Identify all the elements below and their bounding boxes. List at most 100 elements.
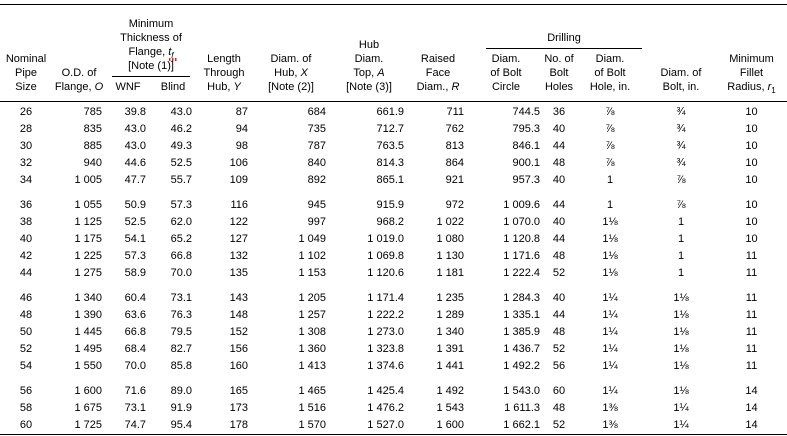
cell: 814.3 bbox=[376, 157, 404, 169]
table-header: Nominal Pipe Size O.D. of Flange, O Minimum… bbox=[0, 5, 787, 102]
cell: 684 bbox=[307, 106, 326, 118]
table-row: 44 1 275 58.9 70.0 135 1 153 1 120.6 1 181 1 222… bbox=[0, 265, 787, 282]
cell: 73.1 bbox=[124, 402, 146, 414]
cell: 1 391 bbox=[436, 343, 464, 355]
cell: 1¼ bbox=[602, 292, 618, 304]
header-row: Nominal Pipe Size O.D. of Flange, O Minimum… bbox=[0, 5, 787, 102]
cell: 70.0 bbox=[170, 267, 192, 279]
cell: 52.5 bbox=[124, 216, 146, 228]
cell: 900.1 bbox=[512, 157, 540, 169]
cell: 1⅛ bbox=[602, 250, 618, 262]
cell: 1⅛ bbox=[673, 292, 689, 304]
cell: 1 611.3 bbox=[504, 402, 540, 414]
cell: ⅞ bbox=[605, 123, 615, 135]
table-row: 36 1 055 50.9 57.3 116 945 915.9 972 1 009.6 44 1 ⅞… bbox=[0, 197, 787, 214]
cell: 66.8 bbox=[170, 250, 192, 262]
cell: 1 492 bbox=[436, 385, 464, 397]
cell: 48 bbox=[552, 250, 566, 262]
cell: 1¼ bbox=[673, 419, 689, 431]
cell: 43.0 bbox=[170, 106, 192, 118]
cell: 1⅜ bbox=[602, 402, 618, 414]
cell: 173 bbox=[229, 402, 248, 414]
table-row: 26 785 39.8 43.0 87 684 661.9 711 744.5 36 ⅞ ¾ 10 bbox=[0, 102, 787, 121]
cell: 50 bbox=[19, 326, 33, 338]
cell: 127 bbox=[229, 233, 248, 245]
cell: 1⅛ bbox=[602, 233, 618, 245]
cell: 44 bbox=[552, 140, 566, 152]
cell: 85.8 bbox=[170, 360, 192, 372]
cell: 52 bbox=[552, 343, 566, 355]
cell: 1 516 bbox=[298, 402, 326, 414]
cell: 48 bbox=[552, 326, 566, 338]
table-row: 30 885 43.0 49.3 98 787 763.5 813 846.1 44 ⅞ ¾ 10 bbox=[0, 138, 787, 155]
table-row: 60 1 725 74.7 95.4 178 1 570 1 527.0 1 600 1 662… bbox=[0, 417, 787, 434]
cell: 11 bbox=[745, 343, 758, 355]
cell: 1 323.8 bbox=[367, 343, 404, 355]
cell: 36 bbox=[552, 106, 566, 118]
table-row: 38 1 125 52.5 62.0 122 997 968.2 1 022 1 070.0 40… bbox=[0, 214, 787, 231]
cell: 56 bbox=[19, 385, 33, 397]
cell: 1⅜ bbox=[602, 419, 618, 431]
col-group-drilling: Drilling Diam. of Bolt Circle No. of Bolt Ho… bbox=[468, 5, 647, 102]
cell: 865.1 bbox=[376, 174, 404, 186]
cell: 14 bbox=[745, 385, 758, 397]
cell: 94 bbox=[235, 123, 248, 135]
cell: 744.5 bbox=[512, 106, 540, 118]
cell: 44 bbox=[19, 267, 33, 279]
cell: 57.3 bbox=[170, 199, 192, 211]
cell: 1 175 bbox=[74, 233, 102, 245]
cell: 1 bbox=[677, 250, 685, 262]
cell: 106 bbox=[229, 157, 248, 169]
cell: 34 bbox=[19, 174, 33, 186]
cell: 68.4 bbox=[124, 343, 146, 355]
cell: 1 070.0 bbox=[503, 216, 540, 228]
cell: 58 bbox=[19, 402, 33, 414]
cell: 44 bbox=[552, 199, 566, 211]
cell: 46 bbox=[19, 292, 33, 304]
cell: 1 120.8 bbox=[503, 233, 540, 245]
cell: 1⅛ bbox=[673, 343, 689, 355]
cell: 11 bbox=[745, 250, 758, 262]
col-header-blind: Blind bbox=[160, 81, 186, 93]
cell: 40 bbox=[552, 123, 566, 135]
table-row: 48 1 390 63.6 76.3 148 1 257 1 222.2 1 289 1 335… bbox=[0, 307, 787, 324]
cell: 52 bbox=[552, 267, 566, 279]
cell: 62.0 bbox=[170, 216, 192, 228]
cell: 997 bbox=[307, 216, 326, 228]
drilling-subheaders: Diam. of Bolt Circle No. of Bolt Holes Diam.… bbox=[468, 49, 646, 94]
cell: 60 bbox=[552, 385, 566, 397]
cell: 1 069.8 bbox=[367, 250, 404, 262]
cell: 1 385.9 bbox=[503, 326, 540, 338]
cell: 47.7 bbox=[124, 174, 146, 186]
cell: 945 bbox=[307, 199, 326, 211]
cell: 10 bbox=[745, 199, 758, 211]
cell: 1 495 bbox=[74, 343, 102, 355]
cell: 48 bbox=[552, 402, 566, 414]
cell: 1 543 bbox=[436, 402, 464, 414]
cell: 44.6 bbox=[124, 157, 146, 169]
cell: 1 413 bbox=[298, 360, 326, 372]
cell: 48 bbox=[552, 157, 566, 169]
cell: 26 bbox=[19, 106, 33, 118]
cell: 116 bbox=[230, 199, 248, 211]
drilling-group-label: Drilling bbox=[486, 31, 643, 49]
cell: 1 600 bbox=[436, 419, 464, 431]
cell: 43.0 bbox=[124, 140, 146, 152]
cell: 1 222.2 bbox=[367, 309, 404, 321]
cell: 921 bbox=[445, 174, 464, 186]
col-header-nominal-pipe-size: Nominal Pipe Size bbox=[0, 5, 52, 102]
col-header-wnf: WNF bbox=[115, 81, 141, 93]
cell: 835 bbox=[83, 123, 102, 135]
cell: 1¼ bbox=[602, 360, 618, 372]
cell: 972 bbox=[445, 199, 464, 211]
cell: 1¼ bbox=[602, 326, 618, 338]
cell: 1 222.4 bbox=[503, 267, 540, 279]
cell: 785 bbox=[83, 106, 102, 118]
col-header-od-flange: O.D. of Flange, O bbox=[52, 5, 106, 102]
cell: ¾ bbox=[676, 140, 686, 152]
cell: 44 bbox=[552, 233, 566, 245]
table-row: 50 1 445 66.8 79.5 152 1 308 1 273.0 1 340 1 385… bbox=[0, 324, 787, 341]
cell: 160 bbox=[229, 360, 248, 372]
cell: 60.4 bbox=[124, 292, 146, 304]
cell: 813 bbox=[445, 140, 464, 152]
